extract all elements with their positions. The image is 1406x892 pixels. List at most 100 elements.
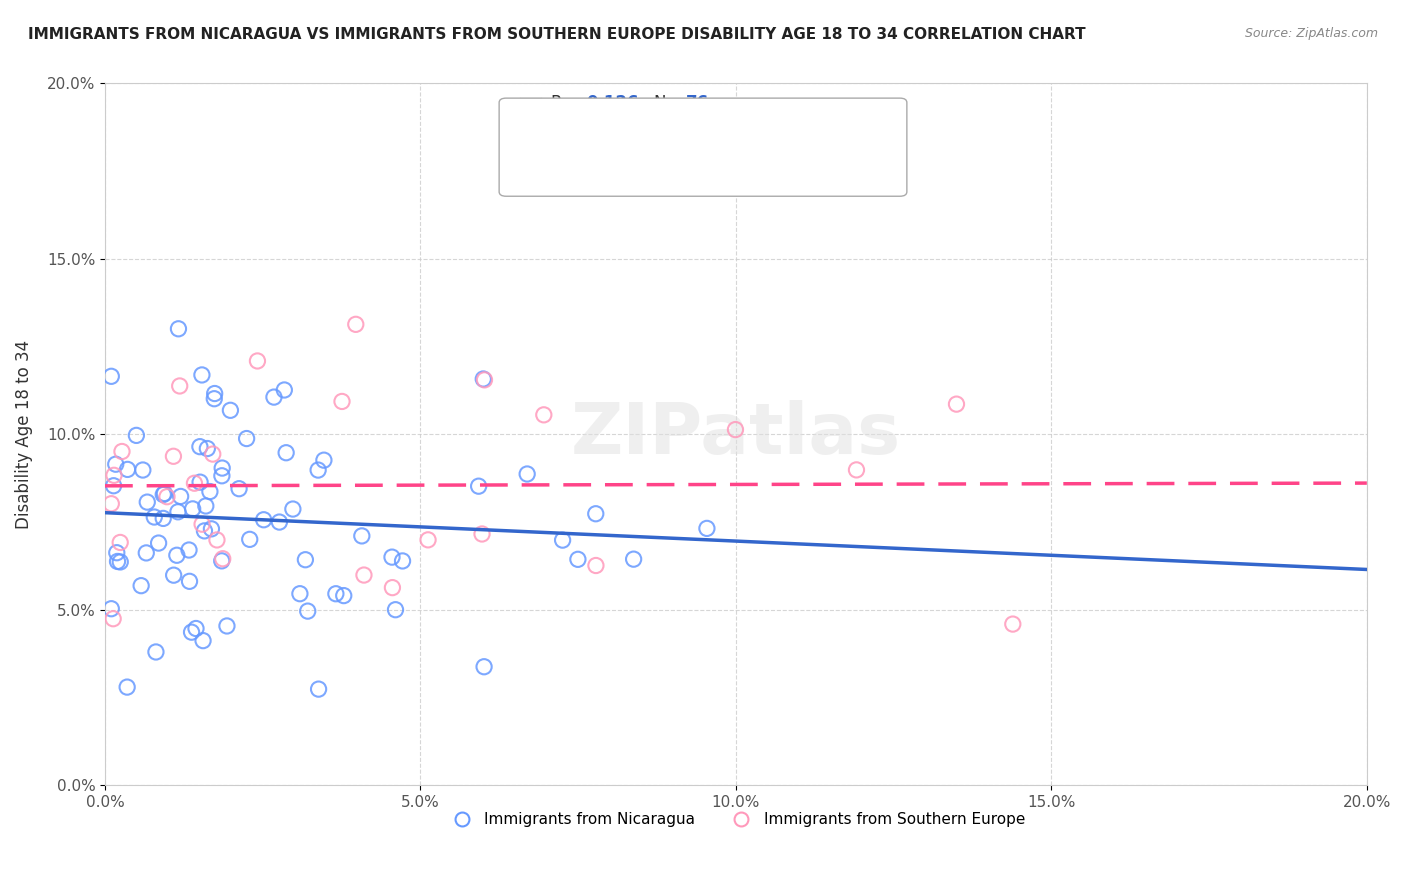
Point: [211, 554, 233, 568]
Text: N =: N =: [654, 94, 685, 112]
Point: [471, 527, 494, 541]
Point: [945, 397, 967, 411]
Point: [145, 645, 167, 659]
Text: 76: 76: [686, 94, 709, 112]
Point: [200, 522, 222, 536]
Point: [325, 587, 347, 601]
Point: [381, 550, 404, 565]
Point: [152, 511, 174, 525]
Point: [204, 386, 226, 401]
Point: [472, 372, 495, 386]
Point: [567, 552, 589, 566]
Point: [143, 510, 166, 524]
Point: [467, 479, 489, 493]
Point: [191, 517, 214, 532]
Point: [181, 501, 204, 516]
Point: [239, 533, 262, 547]
Point: [211, 551, 233, 566]
Point: [198, 484, 221, 499]
Point: [107, 554, 129, 568]
Text: 27: 27: [686, 143, 710, 161]
Point: [148, 536, 170, 550]
Point: [177, 543, 200, 558]
Point: [308, 682, 330, 697]
Point: [153, 486, 176, 500]
Point: [845, 463, 868, 477]
Point: [188, 475, 211, 490]
Text: Source: ZipAtlas.com: Source: ZipAtlas.com: [1244, 27, 1378, 40]
Point: [312, 453, 335, 467]
Point: [135, 546, 157, 560]
Point: [228, 482, 250, 496]
Point: [307, 463, 329, 477]
Point: [1001, 617, 1024, 632]
Point: [101, 612, 124, 626]
Point: [111, 444, 134, 458]
Text: R =: R =: [551, 94, 588, 112]
Point: [108, 535, 131, 549]
Point: [263, 390, 285, 404]
Point: [191, 368, 214, 382]
Point: [163, 568, 186, 582]
Point: [184, 622, 207, 636]
Point: [183, 476, 205, 491]
Point: [167, 505, 190, 519]
Point: [100, 601, 122, 615]
Point: [269, 515, 291, 529]
Point: [253, 513, 276, 527]
Point: [585, 558, 607, 573]
Point: [179, 574, 201, 589]
Point: [100, 369, 122, 384]
Point: [353, 568, 375, 582]
Point: [391, 554, 413, 568]
Point: [129, 579, 152, 593]
Point: [202, 392, 225, 406]
Text: ZIPatlas: ZIPatlas: [571, 400, 901, 469]
Point: [344, 318, 367, 332]
Point: [381, 581, 404, 595]
Point: [288, 587, 311, 601]
Point: [474, 373, 496, 387]
Point: [332, 589, 354, 603]
Point: [169, 490, 191, 504]
Point: [162, 450, 184, 464]
Point: [117, 462, 139, 476]
Point: [103, 479, 125, 493]
Text: IMMIGRANTS FROM NICARAGUA VS IMMIGRANTS FROM SOUTHERN EUROPE DISABILITY AGE 18 T: IMMIGRANTS FROM NICARAGUA VS IMMIGRANTS …: [28, 27, 1085, 42]
Point: [195, 442, 218, 456]
Point: [105, 546, 128, 560]
Point: [125, 428, 148, 442]
Point: [201, 447, 224, 461]
Point: [211, 461, 233, 475]
Point: [585, 507, 607, 521]
Point: [169, 379, 191, 393]
Point: [219, 403, 242, 417]
Text: N =: N =: [654, 143, 685, 161]
Text: R =: R =: [551, 143, 588, 161]
Point: [330, 394, 353, 409]
Point: [281, 502, 304, 516]
Point: [188, 440, 211, 454]
Text: 0.126: 0.126: [586, 94, 638, 112]
Point: [384, 603, 406, 617]
Point: [180, 625, 202, 640]
Point: [136, 495, 159, 509]
Point: [273, 383, 295, 397]
Point: [166, 548, 188, 562]
Point: [235, 432, 257, 446]
Point: [350, 529, 373, 543]
Point: [132, 463, 155, 477]
Point: [156, 490, 179, 504]
Point: [167, 322, 190, 336]
Point: [472, 659, 495, 673]
Point: [246, 354, 269, 368]
Point: [110, 555, 132, 569]
Point: [152, 487, 174, 501]
Point: [516, 467, 538, 481]
Point: [533, 408, 555, 422]
Point: [100, 497, 122, 511]
Point: [551, 533, 574, 548]
Point: [193, 524, 215, 538]
Point: [297, 604, 319, 618]
Point: [276, 446, 298, 460]
